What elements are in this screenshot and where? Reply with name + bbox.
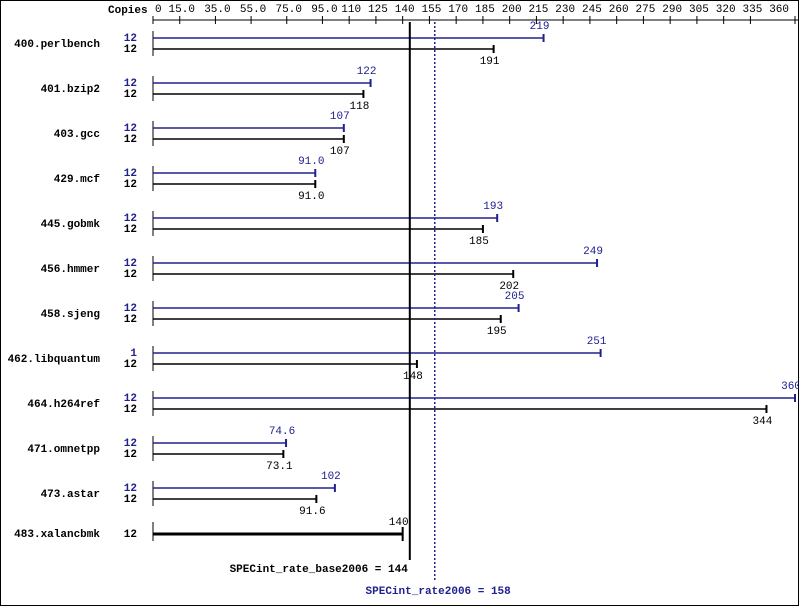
copies-label: 12: [124, 134, 137, 146]
copies-label: 12: [124, 359, 137, 371]
x-tick-label: 215: [529, 4, 549, 16]
value-label: 122: [357, 66, 377, 78]
x-tick-label: 35.0: [204, 4, 230, 16]
copies-label: 12: [124, 78, 137, 90]
value-label: 191: [480, 56, 500, 68]
copies-label: 12: [124, 44, 137, 56]
x-tick-label: 245: [582, 4, 602, 16]
summary-label: SPECint_rate_base2006 = 144: [230, 564, 409, 576]
x-tick-label: 170: [448, 4, 468, 16]
copies-label: 12: [124, 438, 137, 450]
value-label: 91.6: [299, 506, 325, 518]
benchmark-name: 483.xalancbmk: [14, 529, 100, 541]
copies-label: 12: [124, 168, 137, 180]
value-label: 148: [403, 371, 423, 383]
benchmark-name: 403.gcc: [54, 129, 100, 141]
value-label: 344: [753, 416, 773, 428]
summary-label: SPECint_rate2006 = 158: [366, 586, 512, 598]
value-label: 118: [350, 101, 370, 113]
x-tick-label: 290: [662, 4, 682, 16]
benchmark-name: 464.h264ref: [27, 399, 100, 411]
copies-label: 12: [124, 213, 137, 225]
x-tick-label: 155: [422, 4, 442, 16]
x-tick-label: 140: [395, 4, 415, 16]
value-label: 140: [389, 517, 409, 529]
value-label: 73.1: [266, 461, 293, 473]
value-label: 102: [321, 471, 341, 483]
x-tick-label: 320: [716, 4, 736, 16]
x-tick-label: 305: [689, 4, 709, 16]
benchmark-name: 471.omnetpp: [27, 444, 100, 456]
value-label: 219: [530, 21, 550, 33]
copies-label: 12: [124, 179, 137, 191]
x-tick-label: 360: [769, 4, 789, 16]
copies-label: 12: [124, 393, 137, 405]
x-tick-label: 75.0: [276, 4, 302, 16]
x-tick-label: 230: [555, 4, 575, 16]
x-tick-label: 110: [341, 4, 361, 16]
benchmark-name: 456.hmmer: [41, 264, 100, 276]
x-tick-label: 260: [609, 4, 629, 16]
x-tick-label: 55.0: [240, 4, 266, 16]
x-tick-label: 0: [155, 4, 162, 16]
value-label: 249: [583, 246, 603, 258]
copies-label: 12: [124, 449, 137, 461]
benchmark-name: 458.sjeng: [41, 309, 100, 321]
copies-label: 12: [124, 314, 137, 326]
value-label: 205: [505, 291, 525, 303]
benchmark-name: 473.astar: [41, 489, 100, 501]
copies-label: 12: [124, 494, 137, 506]
copies-label: 12: [124, 258, 137, 270]
value-label: 185: [469, 236, 489, 248]
copies-label: 12: [124, 224, 137, 236]
benchmark-name: 462.libquantum: [8, 354, 101, 366]
axis-label: Copies: [108, 5, 148, 17]
copies-label: 12: [124, 529, 137, 541]
x-tick-label: 200: [502, 4, 522, 16]
x-tick-label: 125: [368, 4, 388, 16]
copies-label: 12: [124, 303, 137, 315]
value-label: 91.0: [298, 156, 324, 168]
value-label: 107: [330, 111, 350, 123]
copies-label: 12: [124, 123, 137, 135]
value-label: 74.6: [269, 426, 295, 438]
value-label: 360: [781, 381, 799, 393]
benchmark-name: 445.gobmk: [41, 219, 101, 231]
x-tick-label: 275: [636, 4, 656, 16]
value-label: 251: [587, 336, 607, 348]
benchmark-name: 429.mcf: [54, 174, 101, 186]
x-tick-label: 185: [475, 4, 495, 16]
value-label: 195: [487, 326, 507, 338]
copies-label: 12: [124, 89, 137, 101]
x-tick-label: 335: [743, 4, 763, 16]
copies-label: 12: [124, 33, 137, 45]
value-label: 107: [330, 146, 350, 158]
copies-label: 12: [124, 269, 137, 281]
benchmark-name: 401.bzip2: [41, 84, 100, 96]
copies-label: 12: [124, 404, 137, 416]
value-label: 91.0: [298, 191, 324, 203]
copies-label: 12: [124, 483, 137, 495]
value-label: 193: [483, 201, 503, 213]
copies-label: 1: [130, 348, 137, 360]
value-label: 202: [499, 281, 519, 293]
benchmark-name: 400.perlbench: [14, 39, 100, 51]
x-tick-label: 15.0: [169, 4, 195, 16]
x-tick-label: 95.0: [311, 4, 337, 16]
